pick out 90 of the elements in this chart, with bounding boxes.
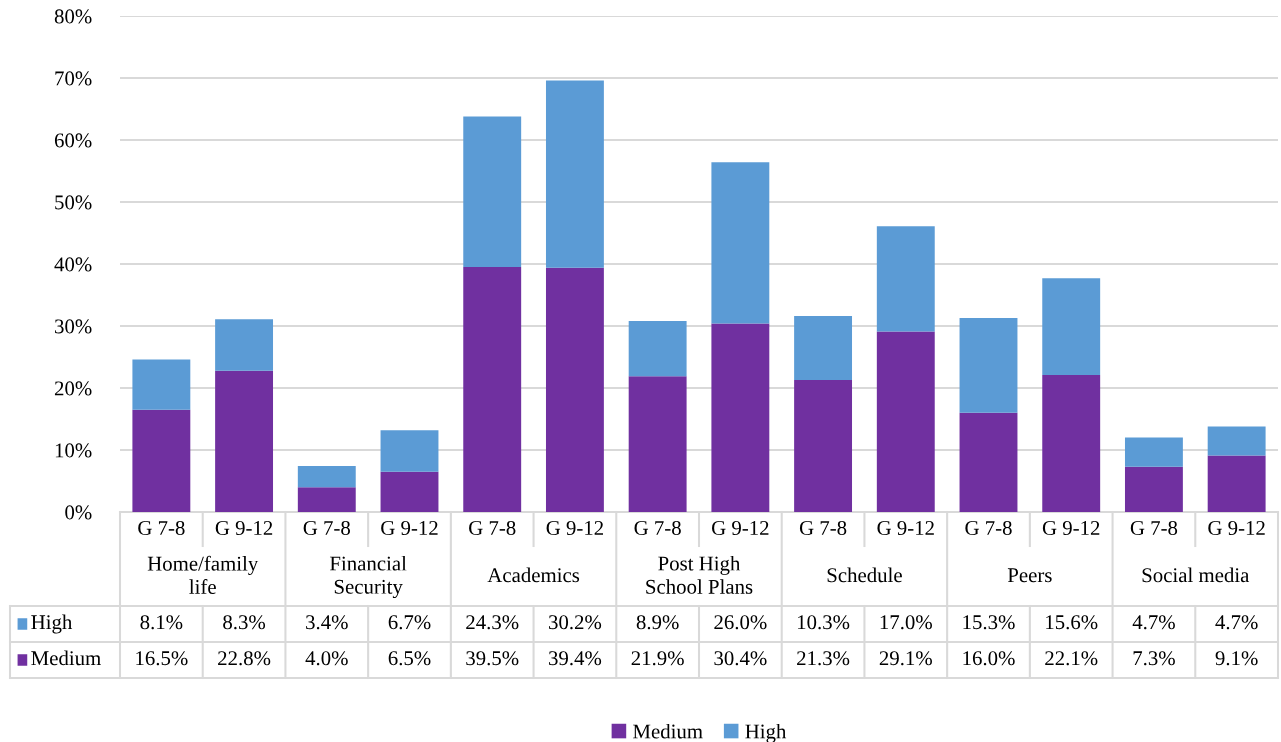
y-tick-label: 0% xyxy=(65,505,92,520)
text: Social media xyxy=(1142,567,1250,583)
legend-label: High xyxy=(31,614,73,634)
bar xyxy=(711,323,770,512)
x-tick-label: G 7-8 xyxy=(138,520,185,535)
data-label: 10.3% xyxy=(798,615,850,630)
data-label: 22.1% xyxy=(1045,651,1098,666)
data-label: 21.9% xyxy=(631,651,684,666)
x-tick-label: G 7-8 xyxy=(799,520,847,535)
bar xyxy=(876,226,935,332)
data-label: 29.1% xyxy=(879,651,932,666)
data-label: 6.7% xyxy=(388,615,431,630)
data-label: 39.5% xyxy=(466,651,519,666)
y-tick-label: 30% xyxy=(55,319,92,334)
bar xyxy=(215,370,274,512)
bar xyxy=(1124,437,1183,467)
data-label: 24.3% xyxy=(466,615,519,630)
y-tick-label: 60% xyxy=(54,133,92,148)
y-tick-label: 50% xyxy=(55,195,92,210)
bar xyxy=(628,376,687,512)
x-tick-label: G 7-8 xyxy=(634,520,681,535)
bar xyxy=(711,162,770,324)
data-label: 17.0% xyxy=(880,615,932,630)
data-label: 6.5% xyxy=(388,651,431,666)
data-label: 9.1% xyxy=(1215,651,1258,666)
text: High xyxy=(745,723,787,742)
data-label: 21.3% xyxy=(797,651,850,666)
data-label: 15.3% xyxy=(963,615,1015,630)
x-tick-label: G 7-8 xyxy=(1130,520,1178,535)
bar xyxy=(545,267,604,512)
legend-label: Medium xyxy=(31,650,101,666)
text: Post High School Plans xyxy=(646,555,753,594)
bar xyxy=(1207,455,1266,512)
bar xyxy=(1124,466,1183,512)
y-tick-label: 20% xyxy=(54,381,92,396)
y-tick-label: 40% xyxy=(54,257,92,272)
x-tick-label: G 9-12 xyxy=(711,520,769,535)
x-tick-label: G 9-12 xyxy=(215,520,273,535)
data-label: 7.3% xyxy=(1133,651,1175,666)
bar xyxy=(132,359,191,410)
bar xyxy=(1042,278,1101,375)
data-label: 26.0% xyxy=(714,615,767,630)
data-label: 30.4% xyxy=(714,651,767,666)
text: Academics xyxy=(487,567,580,583)
text: Financial Security xyxy=(329,555,407,599)
bar xyxy=(463,267,522,512)
data-label: 15.6% xyxy=(1046,615,1098,630)
text: Peers xyxy=(1007,568,1052,583)
data-label: 8.1% xyxy=(140,615,183,630)
x-tick-label: G 9-12 xyxy=(877,520,934,535)
data-label: 8.9% xyxy=(636,615,679,630)
text: Medium xyxy=(633,723,703,739)
data-label: 8.3% xyxy=(223,615,266,630)
bar xyxy=(876,331,935,512)
x-tick-label: G 9-12 xyxy=(381,520,438,535)
bar xyxy=(959,317,1018,413)
x-tick-label: G 9-12 xyxy=(546,520,603,535)
y-tick-label: 80% xyxy=(54,9,92,24)
data-label: 39.4% xyxy=(549,651,602,666)
bar xyxy=(794,316,853,380)
x-tick-label: G 9-12 xyxy=(1208,520,1265,535)
data-label: 4.7% xyxy=(1132,615,1175,630)
data-label: 4.0% xyxy=(305,651,348,666)
data-label: 22.8% xyxy=(218,651,271,666)
y-tick-label: 70% xyxy=(55,71,92,86)
x-tick-label: G 7-8 xyxy=(469,520,516,535)
text: Schedule xyxy=(827,567,902,583)
bar xyxy=(545,80,604,268)
bar xyxy=(297,466,356,488)
data-label: 3.4% xyxy=(306,615,348,630)
data-label: 16.5% xyxy=(136,651,188,666)
bar xyxy=(794,379,853,512)
bar xyxy=(380,471,439,512)
y-tick-label: 10% xyxy=(55,443,92,458)
bar xyxy=(215,319,274,371)
text: Home/family life xyxy=(147,555,259,594)
bar xyxy=(1207,426,1266,456)
bar xyxy=(380,430,439,472)
x-tick-label: G 7-8 xyxy=(303,520,350,535)
bar xyxy=(463,116,522,268)
data-label: 4.7% xyxy=(1215,615,1258,630)
bar xyxy=(959,412,1018,512)
x-tick-label: G 9-12 xyxy=(1042,520,1100,535)
x-tick-label: G 7-8 xyxy=(965,520,1012,535)
bar xyxy=(297,487,356,512)
bar xyxy=(132,409,191,512)
data-label: 30.2% xyxy=(549,615,602,630)
data-label: 16.0% xyxy=(963,651,1015,666)
bar xyxy=(628,321,687,377)
bar xyxy=(1042,374,1101,512)
